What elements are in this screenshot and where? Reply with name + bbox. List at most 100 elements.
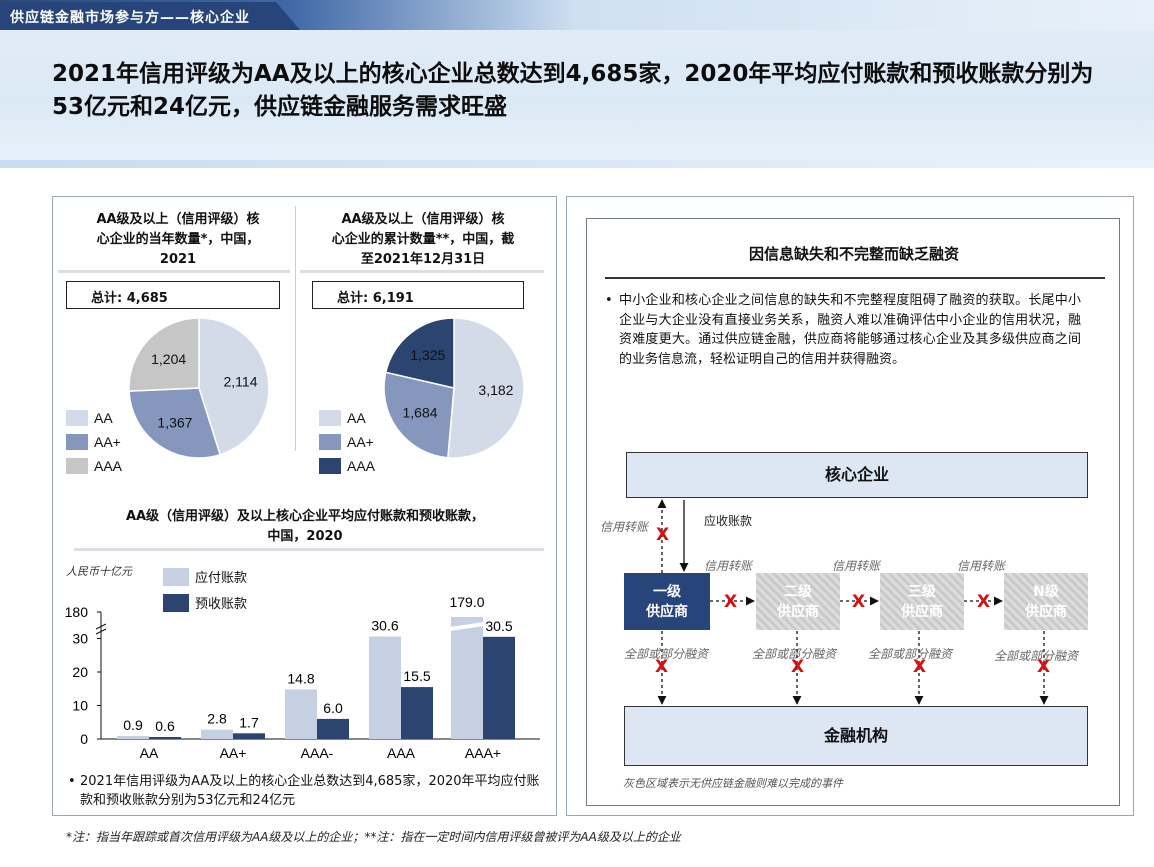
- bar-value-label: 14.8: [287, 670, 314, 686]
- pie-slice-aaplus: [128, 387, 222, 459]
- y-tick-label: 30: [72, 631, 88, 647]
- pie1-title-rule: [58, 270, 290, 273]
- x-mark: X: [1037, 657, 1050, 677]
- pie-value-label: 1,204: [151, 351, 186, 367]
- legend-label: AAA: [94, 458, 123, 474]
- bar-payable: [201, 729, 233, 739]
- bar-value-label: 0.6: [155, 718, 175, 734]
- pie-slice-aaa: [384, 317, 455, 389]
- pie1-title: AA级及以上（信用评级）核 心企业的当年数量*，中国， 2021: [58, 210, 298, 270]
- legend-swatch: [66, 434, 88, 450]
- pie2-total: 总计: 6,191: [312, 281, 524, 309]
- pie-value-label: 1,367: [157, 414, 192, 430]
- pie1-title-line: AA级及以上（信用评级）核: [96, 212, 260, 227]
- right-panel-text: • 中小企业和核心企业之间信息的缺失和不完整程度阻碍了融资的获取。长尾中小企业与…: [605, 293, 1081, 367]
- legend-swatch: [163, 593, 189, 612]
- bar-value-label: 30.5: [485, 618, 512, 634]
- legend-label: AAA: [347, 458, 376, 474]
- bar-payable: [369, 636, 401, 739]
- legend-swatch: [66, 458, 88, 474]
- x-mark: X: [656, 525, 669, 545]
- pie-slice-aaplus: [383, 371, 455, 459]
- bar-title-line: 中国，2020: [267, 529, 343, 544]
- bar-advance: [483, 636, 515, 739]
- credit-transfer-label: 信用转账: [600, 520, 650, 534]
- receivable-label: 应收账款: [704, 513, 752, 528]
- pie2-title-line: 心企业的累计数量**，中国，截: [331, 232, 515, 247]
- bar-payable: [117, 735, 149, 739]
- x-category-label: AA: [140, 745, 159, 761]
- header-banner: 供应链金融市场参与方——核心企业 2021年信用评级为AA及以上的核心企业总数达…: [0, 0, 1154, 168]
- pie-value-label: 1,325: [410, 347, 445, 363]
- financial-institution-node: 金融机构: [624, 706, 1088, 766]
- legend-swatch: [319, 410, 341, 426]
- header-bottom-band: [0, 160, 1154, 168]
- pie2-legend-aaa: AAA: [319, 458, 375, 474]
- pie1-chart: 2,114 1,367 1,204: [128, 317, 270, 459]
- legend-swatch: [319, 458, 341, 474]
- pie-value-label: 2,114: [224, 374, 258, 390]
- right-panel-footnote: 灰色区域表示无供应链金融则难以完成的事件: [623, 777, 843, 790]
- pie-value-label: 1,684: [403, 405, 438, 421]
- credit-transfer-label: 信用转账: [832, 559, 882, 573]
- x-category-label: AA+: [220, 745, 247, 761]
- bar-chart: 0 10 20 30 180 0.9 0.6 AA 2.8 1.7 AA+ 14.8 6.0 AAA- 30…: [65, 594, 540, 761]
- pie2-title-line: AA级及以上（信用评级）核: [341, 212, 505, 227]
- axis-break: [95, 623, 107, 630]
- bar-legend-advance: 预收账款: [163, 593, 247, 612]
- bar-value-label: 6.0: [323, 700, 343, 716]
- financing-label: 全部或部分融资: [868, 647, 954, 661]
- x-mark: X: [724, 592, 737, 612]
- y-tick-label: 10: [72, 698, 88, 714]
- pie2-legend-aa: AA: [319, 410, 366, 426]
- bar-title: AA级（信用评级）及以上核心企业平均应付账款和预收账款， 中国，2020: [60, 507, 550, 547]
- bar-advance: [149, 736, 181, 739]
- tier3-supplier-node: 三级 供应商: [880, 573, 964, 630]
- bar-payable: [451, 617, 483, 739]
- core-enterprise-node: 核心企业: [626, 452, 1088, 498]
- section-tag: 供应链金融市场参与方——核心企业: [0, 2, 300, 30]
- y-tick-label: 20: [72, 664, 88, 680]
- pie-divider: [295, 206, 296, 451]
- financing-label: 全部或部分融资: [752, 647, 838, 661]
- x-mark: X: [852, 592, 865, 612]
- left-bullet-text: 2021年信用评级为AA及以上的核心企业总数达到4,685家，2020年平均应付…: [80, 774, 540, 808]
- legend-label: AA: [347, 410, 366, 426]
- pie2-title: AA级及以上（信用评级）核 心企业的累计数量**，中国，截 至2021年12月3…: [300, 210, 546, 270]
- bar-unit: 人民币十亿元: [66, 565, 132, 578]
- bar-advance: [233, 733, 265, 739]
- page-footnote: *注：指当年跟踪或首次信用评级为AA级及以上的企业；**注：指在一定时间内信用评…: [66, 830, 681, 844]
- bar-payable: [285, 689, 317, 739]
- pie2-title-line: 至2021年12月31日: [360, 252, 486, 267]
- legend-swatch: [163, 567, 189, 586]
- right-panel-rule: [605, 277, 1105, 279]
- right-panel-frame: [566, 196, 1134, 816]
- x-mark: X: [913, 657, 926, 677]
- right-panel-paragraph: 中小企业和核心企业之间信息的缺失和不完整程度阻碍了融资的获取。长尾中小企业与大企…: [619, 293, 1081, 367]
- bar-value-label: 179.0: [449, 594, 484, 610]
- legend-swatch: [319, 434, 341, 450]
- bar-value-label: 1.7: [239, 714, 259, 730]
- pie1-legend-aa: AA: [66, 410, 113, 426]
- tier1-supplier-node: 一级 供应商: [624, 573, 710, 630]
- right-panel-title: 因信息缺失和不完整而缺乏融资: [748, 245, 959, 263]
- x-category-label: AAA+: [465, 745, 501, 761]
- legend-swatch: [66, 410, 88, 426]
- page-headline: 2021年信用评级为AA及以上的核心企业总数达到4,685家，2020年平均应付…: [52, 61, 1094, 120]
- financing-label: 全部或部分融资: [624, 647, 710, 661]
- bar-legend-payable: 应付账款: [163, 567, 247, 586]
- pie-value-label: 3,182: [478, 382, 513, 398]
- legend-label: AA+: [94, 434, 121, 450]
- legend-label: AA: [94, 410, 113, 426]
- axis-break: [95, 628, 107, 635]
- bar-break: [450, 622, 484, 631]
- financing-label: 全部或部分融资: [994, 649, 1080, 663]
- tier2-supplier-node: 二级 供应商: [756, 573, 840, 630]
- pie1-legend-aaa: AAA: [66, 458, 122, 474]
- credit-transfer-label: 信用转账: [957, 559, 1007, 573]
- bar-advance: [401, 687, 433, 739]
- pie1-legend-aaplus: AA+: [66, 434, 121, 450]
- y-tick-label: 0: [80, 731, 88, 747]
- pie1-title-line: 2021: [159, 252, 197, 267]
